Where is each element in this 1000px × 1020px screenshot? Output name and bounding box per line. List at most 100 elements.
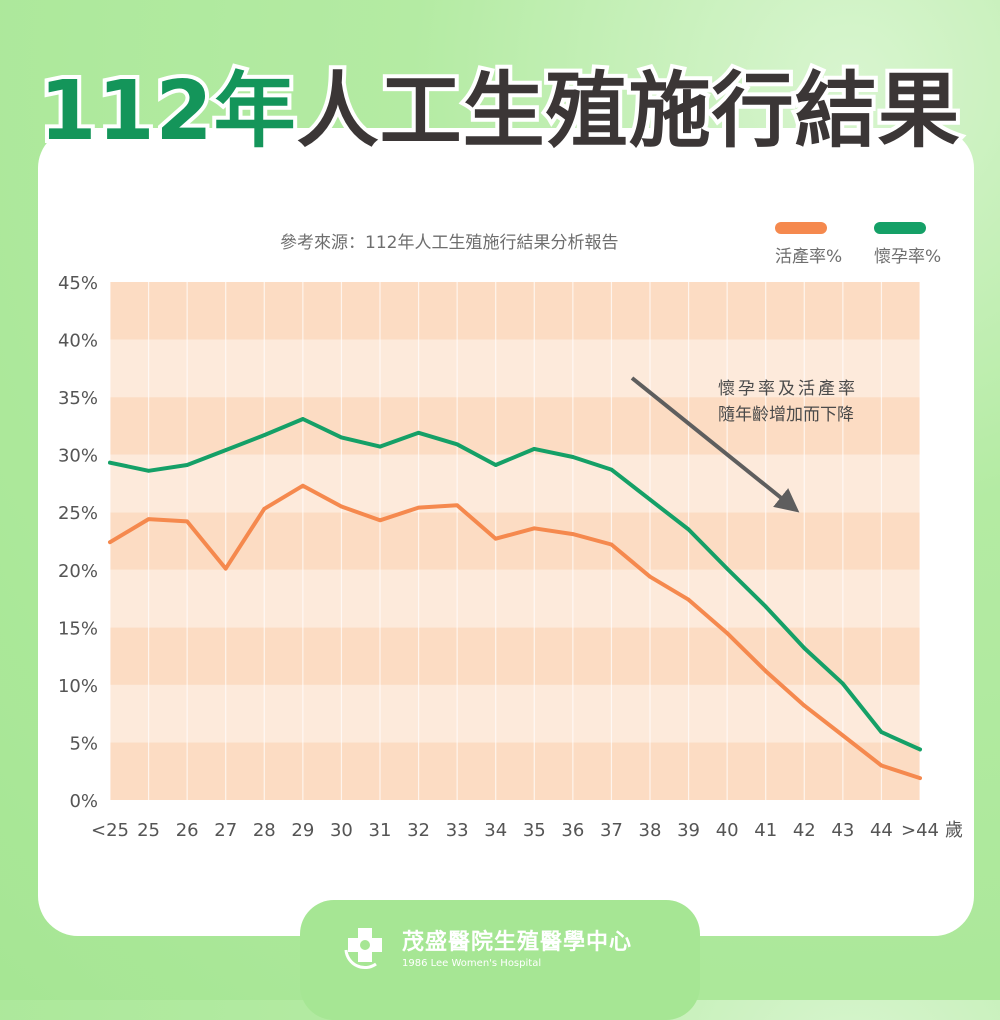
data-point-live-birth [841, 733, 845, 738]
x-tick-label: 39 [677, 820, 700, 841]
x-tick-label: 43 [831, 820, 854, 841]
x-tick-label: 44 [870, 820, 893, 841]
title-highlight: 112年 [35, 60, 299, 163]
x-tick-label: 28 [253, 820, 276, 841]
data-point-live-birth [763, 669, 768, 673]
y-tick-label: 25% [58, 503, 98, 524]
x-tick-label: 34 [484, 820, 507, 841]
hospital-logo-icon [344, 928, 382, 969]
grid-band [110, 742, 920, 800]
legend-swatch-pregnancy [874, 222, 926, 234]
data-point-live-birth [185, 519, 189, 524]
data-point-live-birth [571, 532, 575, 536]
annotation-line-1: 懷孕率及活產率 [718, 379, 858, 399]
title-rest: 人工生殖施行結果 [293, 60, 964, 163]
grid-band [110, 282, 920, 340]
x-tick-label: 26 [176, 820, 199, 841]
data-point-pregnancy [532, 447, 537, 451]
data-point-pregnancy [841, 681, 845, 686]
data-point-pregnancy [802, 646, 807, 650]
data-point-live-birth [686, 597, 691, 602]
x-tick-label: 35 [523, 820, 546, 841]
y-tick-label: 45% [58, 273, 98, 294]
x-tick-label: 30 [330, 820, 353, 841]
data-point-pregnancy [571, 455, 575, 459]
data-point-pregnancy [493, 463, 498, 467]
data-point-pregnancy [416, 430, 421, 435]
y-tick-label: 0% [69, 791, 98, 812]
grid-band [110, 569, 920, 628]
x-tick-label: 33 [446, 820, 469, 841]
y-tick-label: 40% [58, 331, 98, 352]
source-text: 參考來源：112年人工生殖施行結果分析報告 [280, 233, 618, 253]
data-point-pregnancy [108, 460, 112, 465]
data-point-pregnancy [146, 468, 151, 473]
data-point-live-birth [378, 518, 382, 523]
hospital-subtitle: 1986 Lee Women's Hospital [402, 958, 542, 969]
x-tick-label: 41 [754, 820, 777, 841]
x-tick-label: 32 [407, 820, 430, 841]
data-point-pregnancy [455, 442, 459, 447]
x-tick-label: <25 [91, 820, 129, 841]
x-tick-label: 31 [369, 820, 392, 841]
y-tick-label: 30% [58, 446, 98, 467]
grid-band [110, 397, 920, 455]
data-point-live-birth [648, 574, 652, 579]
x-tick-label: >44 [901, 820, 939, 841]
data-point-live-birth [146, 517, 151, 521]
page-title: 112年人工生殖施行結果 [0, 60, 1000, 163]
y-tick-label: 15% [58, 618, 98, 639]
data-point-pregnancy [339, 435, 344, 440]
grid-band [110, 684, 920, 743]
trend-arrow [630, 376, 800, 513]
y-tick-label: 20% [58, 561, 98, 582]
data-point-pregnancy [648, 497, 652, 502]
data-point-pregnancy [301, 417, 305, 421]
grid-band [110, 339, 920, 398]
y-tick-label: 10% [58, 676, 98, 697]
data-point-live-birth [725, 631, 729, 635]
data-point-live-birth [918, 776, 922, 780]
x-tick-label: 40 [716, 820, 739, 841]
series-line-live-birth [108, 483, 922, 781]
data-point-pregnancy [763, 604, 768, 609]
data-point-pregnancy [609, 467, 614, 472]
data-point-live-birth [262, 506, 267, 511]
data-point-live-birth [301, 483, 305, 488]
data-point-pregnancy [686, 527, 691, 532]
grid-band [110, 454, 920, 513]
data-point-pregnancy [378, 444, 382, 449]
legend-label-live-birth: 活產率% [775, 247, 842, 267]
grid-band [110, 627, 920, 685]
x-tick-label: 29 [291, 820, 314, 841]
data-point-live-birth [416, 505, 421, 510]
x-unit-label: 歲 [945, 820, 963, 841]
data-point-pregnancy [725, 566, 729, 571]
data-point-live-birth [802, 703, 807, 708]
y-tick-label: 5% [69, 733, 98, 754]
x-tick-label: 38 [639, 820, 662, 841]
data-point-live-birth [609, 542, 614, 547]
data-point-live-birth [493, 536, 498, 541]
x-tick-label: 36 [561, 820, 584, 841]
data-point-pregnancy [262, 433, 267, 437]
data-point-live-birth [879, 763, 884, 768]
data-point-pregnancy [879, 730, 884, 734]
y-tick-label: 35% [58, 388, 98, 409]
data-point-pregnancy [223, 448, 228, 452]
data-point-live-birth [108, 540, 112, 544]
data-point-live-birth [532, 526, 537, 531]
series-line-pregnancy [108, 417, 922, 752]
data-point-live-birth [339, 504, 344, 509]
x-tick-label: 42 [793, 820, 816, 841]
hospital-name: 茂盛醫院生殖醫學中心 [402, 930, 633, 955]
legend-label-pregnancy: 懷孕率% [874, 247, 941, 267]
data-point-pregnancy [185, 463, 189, 467]
x-tick-label: 25 [137, 820, 160, 841]
annotation-line-2: 隨年齡增加而下降 [718, 405, 854, 425]
x-tick-label: 27 [214, 820, 237, 841]
data-point-live-birth [223, 566, 228, 571]
x-tick-label: 37 [600, 820, 623, 841]
legend-swatch-live-birth [775, 222, 827, 234]
